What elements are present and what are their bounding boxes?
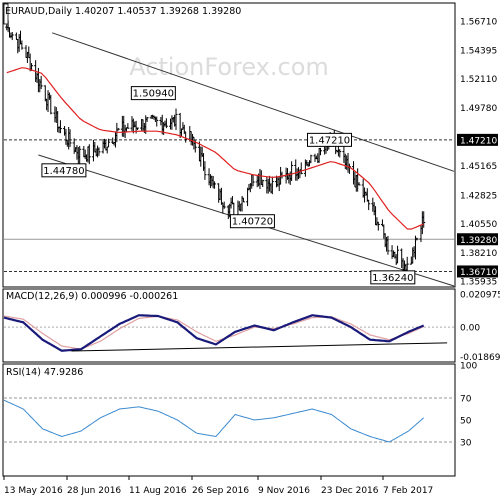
price-tick-label: 1.38210 (460, 249, 497, 259)
price-labels: 1.50940 1.47210 1.44780 1.40720 1.36240 (41, 86, 416, 285)
price-tick-label: 1.42825 (460, 191, 497, 201)
price-panel-frame (2, 2, 456, 288)
macd-tick-label: -0.018693 (460, 353, 500, 363)
price-tick-label: 1.49780 (460, 104, 497, 114)
ohlc-close: 1.39280 (202, 6, 241, 17)
price-label: 1.44780 (43, 166, 84, 177)
price-sma-line (6, 67, 424, 230)
time-axis-label: 7 Feb 2017 (383, 486, 433, 496)
price-tick-highlight (457, 265, 498, 278)
macd-lines (3, 314, 448, 352)
rsi-title: RSI(14) 47.9286 (6, 367, 83, 378)
price-tick-label: 1.54395 (460, 46, 497, 56)
channel-line-upper (52, 32, 455, 172)
rsi-line (3, 399, 425, 443)
time-axis: 13 May 2016 28 Jun 2016 11 Aug 2016 26 Sep … (3, 476, 433, 496)
price-label-box (130, 86, 176, 101)
macd-panel-frame (2, 288, 456, 363)
macd-signal-line (3, 315, 424, 350)
macd-tick-label: 0.020975 (460, 290, 500, 300)
sma-line (6, 67, 424, 230)
time-axis-label: 26 Sep 2016 (192, 486, 249, 496)
price-label-box (41, 163, 87, 178)
price-label-box (229, 214, 275, 229)
price-tick-label: 1.45165 (460, 162, 497, 172)
ohlc-open: 1.40207 (75, 6, 114, 17)
price-label: 1.50940 (133, 89, 174, 100)
rsi-axis-ticks: 100 70 50 30 (460, 362, 477, 449)
time-axis-label: 11 Aug 2016 (129, 486, 187, 496)
rsi-tick-label: 30 (460, 439, 472, 449)
price-label-box (307, 132, 353, 147)
price-tick-highlight (457, 133, 498, 146)
rsi-tick-label: 70 (460, 395, 472, 405)
price-label-box (370, 270, 416, 285)
price-tick-label: 1.35935 (460, 278, 497, 288)
price-label: 1.36240 (372, 273, 413, 284)
price-axis-ticks: 1.56710 1.54395 1.52110 1.49780 1.47210 1.451… (457, 17, 498, 288)
chart-symbol: EURAUD,Daily (5, 6, 72, 17)
macd-axis-ticks: 0.020975 0.00 -0.018693 (460, 290, 500, 363)
macd-main-line (3, 314, 425, 352)
ohlc-low: 1.39268 (160, 6, 199, 17)
price-label: 1.40720 (232, 217, 273, 228)
price-tick-label: 1.47210 (460, 136, 497, 146)
price-tick-label: 1.39280 (460, 236, 497, 246)
time-axis-label: 23 Dec 2016 (321, 486, 379, 496)
price-tick-label: 1.56710 (460, 17, 497, 27)
rsi-panel-frame (2, 363, 456, 477)
time-axis-label: 9 Nov 2016 (258, 486, 310, 496)
macd-trendline (71, 342, 448, 352)
price-tick-highlight (457, 233, 498, 246)
rsi-gridlines (4, 397, 454, 443)
macd-title: MACD(12,26,9) 0.000996 -0.000261 (6, 291, 178, 302)
watermark: ActionForex.com (129, 53, 329, 81)
price-label: 1.47210 (309, 135, 350, 146)
macd-tick-label: 0.00 (460, 324, 480, 334)
rsi-line (3, 399, 425, 443)
time-axis-label: 28 Jun 2016 (67, 486, 121, 496)
price-tick-label: 1.40550 (460, 220, 497, 230)
title-marker (3, 3, 9, 25)
rsi-tick-label: 50 (460, 417, 472, 427)
rsi-tick-label: 100 (460, 362, 477, 372)
price-tick-label: 1.52110 (460, 75, 497, 85)
price-chart-title: EURAUD,Daily 1.40207 1.40537 1.39268 1.3… (5, 6, 241, 17)
time-axis-label: 13 May 2016 (4, 486, 63, 496)
price-tick-label: 1.36710 (460, 268, 497, 278)
ohlc-high: 1.40537 (117, 6, 156, 17)
